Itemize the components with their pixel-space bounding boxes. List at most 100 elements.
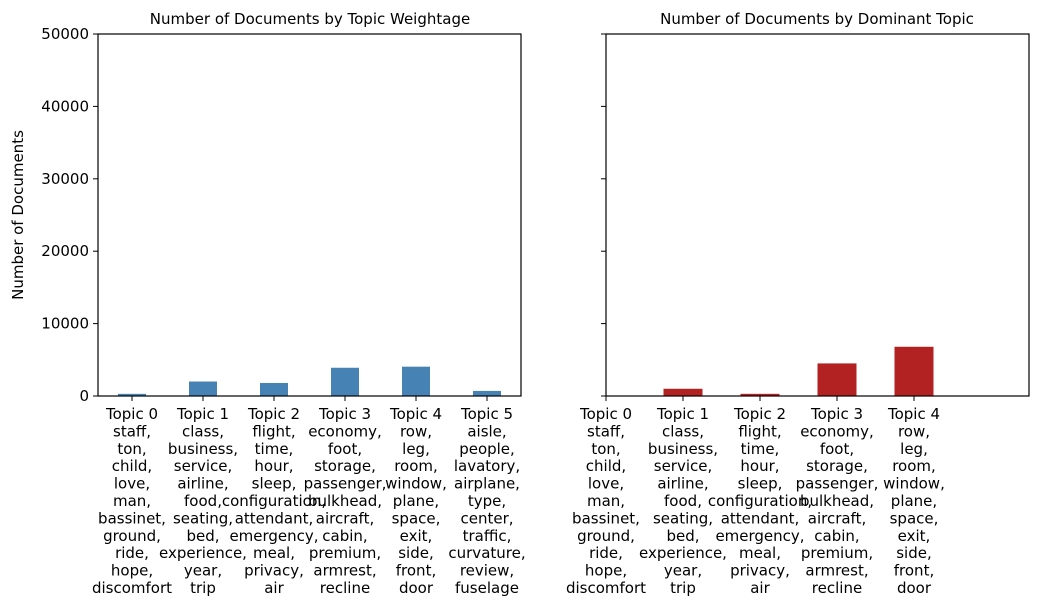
y-tick-label: 40000 (41, 97, 89, 115)
bar-topic-4 (402, 366, 430, 396)
x-tick-label-line: exit, (898, 527, 931, 545)
x-tick-label-line: curvature, (448, 544, 525, 562)
x-tick-label-line: service, (654, 457, 713, 475)
x-tick-label-line: Topic 1 (176, 405, 229, 423)
x-tick-label-line: seating, (653, 509, 713, 527)
bar-topic-3 (817, 363, 857, 396)
x-tick-label-line: business, (168, 440, 238, 458)
x-tick-label-line: exit, (400, 527, 433, 545)
x-tick-label-line: service, (174, 457, 233, 475)
x-tick-label-line: meal, (253, 544, 295, 562)
x-tick-label-line: room, (394, 457, 438, 475)
x-tick-label-line: foot, (328, 440, 362, 458)
x-tick-label-line: economy, (800, 422, 874, 440)
x-tick-label-line: center, (460, 509, 513, 527)
x-tick-label-line: premium, (309, 544, 381, 562)
y-tick-label: 50000 (41, 25, 89, 43)
bar-topic-0 (118, 393, 146, 396)
x-tick-label-line: child, (112, 457, 152, 475)
x-tick-label-line: Topic 4 (389, 405, 442, 423)
x-tick-label-line: armrest, (313, 562, 376, 580)
x-tick-label-line: space, (890, 509, 939, 527)
x-tick-label-line: door (897, 579, 932, 597)
bars (118, 366, 501, 396)
x-tick-label-line: ride, (115, 544, 149, 562)
x-tick-label-line: seating, (173, 509, 233, 527)
x-tick-label-line: configuration, (708, 492, 812, 510)
x-tick-label-line: leg, (402, 440, 430, 458)
x-tick-label-line: row, (400, 422, 432, 440)
x-tick-label: Topic 0 staff, ton, child, love, man, bassinet… (92, 405, 172, 597)
x-tick-label-line: experience, (639, 544, 727, 562)
x-tick-label-line: discomfort (566, 579, 646, 597)
x-tick-label-line: recline (812, 579, 862, 597)
x-tick-label-line: bassinet, (572, 509, 640, 527)
x-tick-label: Topic 3 economy, foot, storage, passenger, bu… (304, 405, 387, 597)
x-tick-label: Topic 3 economy, foot, storage, passenger, bu… (796, 405, 879, 597)
x-tick-label-line: window, (385, 475, 447, 493)
x-tick-label-line: trip (670, 579, 696, 597)
x-tick-label-line: armrest, (805, 562, 868, 580)
plot-frame (97, 33, 522, 397)
x-tick-label-line: Topic 0 (105, 405, 158, 423)
x-tick-label-line: hour, (254, 457, 293, 475)
x-tick-label-line: configuration, (222, 492, 326, 510)
x-tick-label: Topic 1 class, business, service, airline, fo… (159, 405, 247, 597)
x-tick-label-line: side, (398, 544, 434, 562)
x-tick-label-line: class, (662, 422, 704, 440)
x-tick-label-line: emergency, (715, 527, 804, 545)
x-tick-label-line: storage, (806, 457, 868, 475)
x-tick-label-line: window, (883, 475, 945, 493)
x-tick-label-line: ground, (103, 527, 161, 545)
x-tick-label-line: flight, (738, 422, 781, 440)
x-tick-label-line: passenger, (796, 475, 879, 493)
x-tick-label-line: Topic 3 (810, 405, 863, 423)
x-tick-label: Topic 2 flight, time, hour, sleep, configurat… (222, 405, 326, 597)
chart-title: Number of Documents by Dominant Topic (660, 10, 974, 28)
x-tick-label-line: hour, (740, 457, 779, 475)
bar-topic-3 (331, 367, 359, 396)
x-tick-label-line: leg, (900, 440, 928, 458)
x-tick-label: Topic 0 staff, ton, child, love, man, bassinet… (566, 405, 646, 597)
x-tick-label-line: experience, (159, 544, 247, 562)
bar-topic-4 (894, 346, 934, 396)
x-tick-label-line: staff, (587, 422, 625, 440)
x-tick-label-line: airline, (657, 475, 708, 493)
x-tick-label-line: trip (190, 579, 216, 597)
x-axis-tick-labels: Topic 0 staff, ton, child, love, man, bassinet… (566, 396, 945, 597)
x-tick-label-line: bed, (186, 527, 219, 545)
x-tick-label-line: Topic 4 (887, 405, 940, 423)
x-tick-label-line: storage, (314, 457, 376, 475)
x-tick-label-line: economy, (308, 422, 382, 440)
x-tick-label-line: privacy, (244, 562, 304, 580)
x-tick-label-line: time, (255, 440, 294, 458)
x-tick-label-line: food, (184, 492, 222, 510)
x-tick-label-line: love, (588, 475, 624, 493)
x-tick-label-line: front, (894, 562, 934, 580)
y-tick-label: 10000 (41, 315, 89, 333)
bars (663, 346, 934, 396)
x-tick-label: Topic 5 aisle, people, lavatory, airplane, ty… (448, 405, 525, 597)
x-tick-label-line: bulkhead, (308, 492, 382, 510)
chart-topic-weightage: Number of Documents by Topic Weightage N… (9, 10, 526, 597)
x-tick-label-line: plane, (891, 492, 937, 510)
x-tick-label-line: cabin, (322, 527, 367, 545)
x-tick-label-line: air (264, 579, 284, 597)
x-tick-label-line: bulkhead, (800, 492, 874, 510)
x-tick-label-line: Topic 5 (460, 405, 513, 423)
x-tick-label-line: sleep, (252, 475, 297, 493)
x-tick-label-line: door (399, 579, 434, 597)
x-tick-label-line: sleep, (738, 475, 783, 493)
x-tick-label-line: attendant, (721, 509, 800, 527)
x-tick-label-line: business, (648, 440, 718, 458)
x-tick-label-line: attendant, (235, 509, 314, 527)
x-tick-label-line: hope, (111, 562, 153, 580)
x-tick-label-line: aircraft, (808, 509, 866, 527)
x-tick-label-line: cabin, (814, 527, 859, 545)
x-tick-label-line: year, (664, 562, 702, 580)
x-tick-label-line: flight, (252, 422, 295, 440)
x-tick-label-line: food, (664, 492, 702, 510)
x-tick-label-line: front, (396, 562, 436, 580)
x-tick-label-line: foot, (820, 440, 854, 458)
